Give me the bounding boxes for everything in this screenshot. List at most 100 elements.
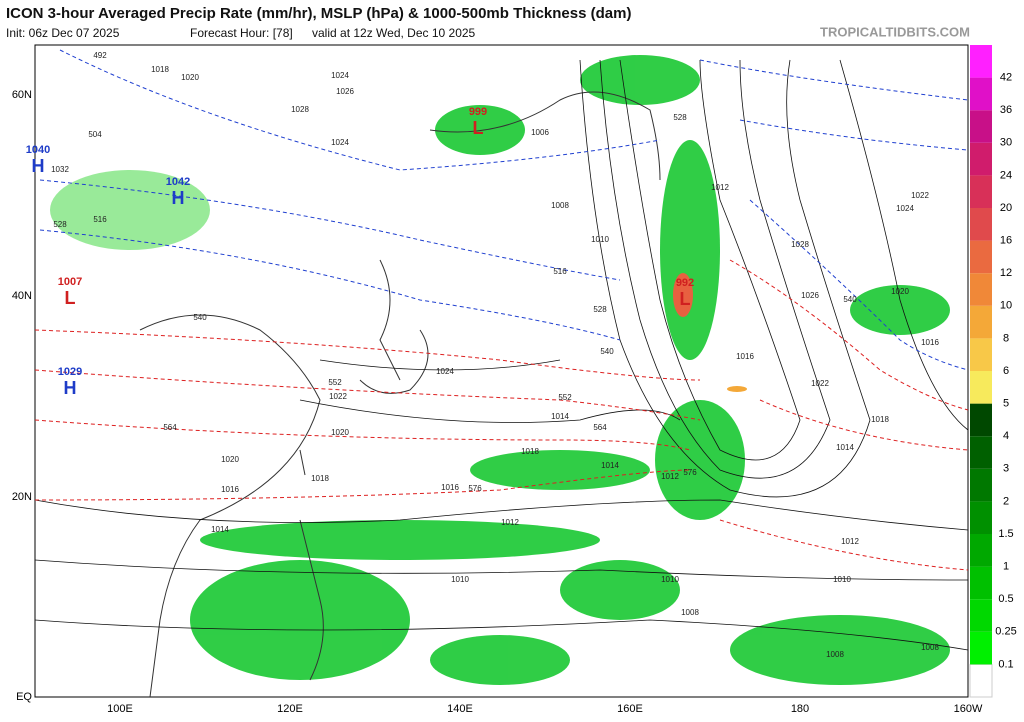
colorbar-segment xyxy=(970,599,992,632)
colorbar-label: 10 xyxy=(1000,300,1012,312)
isobar-label: 1016 xyxy=(921,338,939,347)
colorbar-label: 6 xyxy=(1003,365,1009,377)
thickness-warm xyxy=(34,259,969,571)
init: Init: 06z Dec 07 2025 xyxy=(6,26,120,40)
colorbar-label: 5 xyxy=(1003,398,1009,410)
isobar-label: 1024 xyxy=(436,367,454,376)
isobar-label: 1020 xyxy=(891,287,909,296)
isobar-label: 1020 xyxy=(181,73,199,82)
isobar-label: 1008 xyxy=(921,643,939,652)
thickness-label: 528 xyxy=(53,220,67,229)
thickness-label: 540 xyxy=(843,295,857,304)
colorbar-segment xyxy=(970,436,992,469)
thickness-label: 540 xyxy=(193,313,207,322)
colorbar-label: 2 xyxy=(1003,495,1009,507)
thickness-label: 492 xyxy=(93,51,107,60)
thickness-label: 576 xyxy=(468,484,482,493)
center-letter: H xyxy=(172,188,185,208)
colorbar-label: 20 xyxy=(1000,202,1012,214)
isobar-label: 1014 xyxy=(836,443,854,452)
isobar-label: 1008 xyxy=(681,608,699,617)
colorbar-segment xyxy=(970,45,992,78)
isobar-label: 1012 xyxy=(661,472,679,481)
colorbar-segment xyxy=(970,501,992,534)
isobar-label: 1022 xyxy=(911,191,929,200)
center-value: 1040 xyxy=(26,144,50,156)
lon-label: 160W xyxy=(954,703,983,715)
colorbar-segment xyxy=(970,273,992,306)
thickness-label: 540 xyxy=(600,347,614,356)
thickness-label: 552 xyxy=(328,378,342,387)
isobar-label: 1006 xyxy=(531,128,549,137)
colorbar: 0.1 0.25 0.5 1 1.5 2 3 4 5 6 8 10 12 16 20 24 30 36 42 xyxy=(969,45,1017,698)
isobar-label: 1008 xyxy=(826,650,844,659)
lon-label: 120E xyxy=(277,703,303,715)
colorbar-label: 3 xyxy=(1003,463,1009,475)
isobar-label: 1028 xyxy=(791,240,809,249)
isobar-label: 1014 xyxy=(601,461,619,470)
colorbar-label: 42 xyxy=(1000,72,1012,84)
colorbar-label: 8 xyxy=(1003,332,1009,344)
title: ICON 3-hour Averaged Precip Rate (mm/hr)… xyxy=(6,5,631,22)
isobar-label: 1018 xyxy=(311,474,329,483)
colorbar-label: 0.1 xyxy=(998,658,1013,670)
colorbar-label: 1.5 xyxy=(998,528,1013,540)
lat-label: 20N xyxy=(12,491,32,503)
thickness-label: 576 xyxy=(683,468,697,477)
isobar-label: 1016 xyxy=(441,483,459,492)
colorbar-segment xyxy=(970,208,992,241)
center-value: 999 xyxy=(469,106,487,118)
thickness-label: 564 xyxy=(163,423,177,432)
isobar-label: 1020 xyxy=(221,455,239,464)
center-value: 992 xyxy=(676,277,694,289)
colorbar-segment xyxy=(970,566,992,600)
isobar-label: 1018 xyxy=(871,415,889,424)
thickness-label: 552 xyxy=(558,393,572,402)
center-value: 1042 xyxy=(166,176,190,188)
thickness-label: 528 xyxy=(593,305,607,314)
site: TROPICALTIDBITS.COM xyxy=(820,24,970,39)
isobar-label: 1016 xyxy=(221,485,239,494)
isobar-label: 1014 xyxy=(211,525,229,534)
precip xyxy=(50,55,950,685)
isobar-label: 1024 xyxy=(896,204,914,213)
colorbar-segment xyxy=(970,371,992,404)
center-letter: H xyxy=(32,156,45,176)
colorbar-label: 4 xyxy=(1003,430,1009,442)
colorbar-segment xyxy=(970,534,992,567)
colorbar-label: 36 xyxy=(1000,104,1012,116)
colorbar-segment xyxy=(970,175,992,208)
isobar-label: 1022 xyxy=(811,379,829,388)
colorbar-label: 12 xyxy=(1000,267,1012,279)
isobar-label: 1010 xyxy=(661,575,679,584)
isobar-label: 1010 xyxy=(591,235,609,244)
map xyxy=(34,44,969,698)
colorbar-label: 0.25 xyxy=(995,626,1016,638)
colorbar-segment xyxy=(969,663,993,698)
isobar-label: 1010 xyxy=(451,575,469,584)
isobar-label: 1010 xyxy=(833,575,851,584)
isobar-label: 1008 xyxy=(551,201,569,210)
isobar-label: 1012 xyxy=(841,537,859,546)
isobar-label: 1032 xyxy=(51,165,69,174)
colorbar-label: 30 xyxy=(1000,137,1012,149)
colorbar-segment xyxy=(970,142,992,176)
center-value: 1029 xyxy=(58,366,82,378)
lon-label: 140E xyxy=(447,703,473,715)
colorbar-segment xyxy=(970,240,992,274)
lon-label: 100E xyxy=(107,703,133,715)
lat-label: 60N xyxy=(12,89,32,101)
thickness-label: 516 xyxy=(93,215,107,224)
heavy-precip xyxy=(727,386,747,392)
colorbar-segment xyxy=(970,403,992,437)
isobar-label: 1018 xyxy=(151,65,169,74)
thickness-label: 516 xyxy=(553,267,567,276)
center-letter: L xyxy=(65,288,76,308)
colorbar-label: 16 xyxy=(1000,235,1012,247)
thickness-label: 528 xyxy=(673,113,687,122)
forecast-hour: Forecast Hour: [78] xyxy=(190,26,293,40)
thickness-cold xyxy=(39,49,969,371)
isobar-label: 1016 xyxy=(736,352,754,361)
isobar-label: 1018 xyxy=(521,447,539,456)
